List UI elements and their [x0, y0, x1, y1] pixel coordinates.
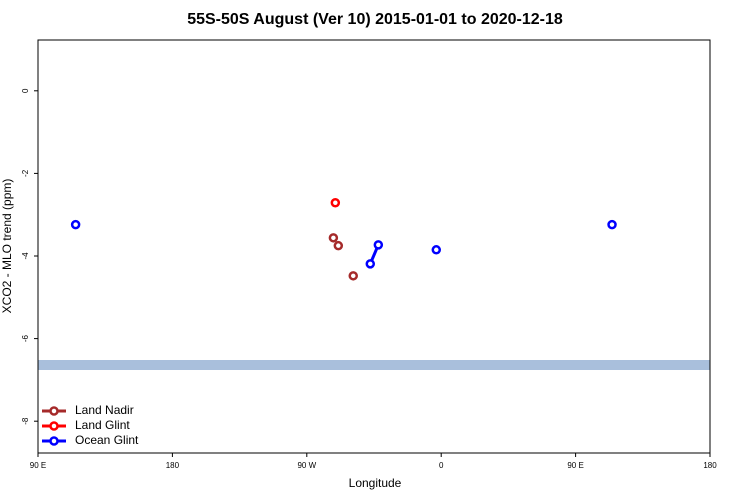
data-point	[431, 245, 442, 255]
legend-label: Ocean Glint	[75, 433, 139, 447]
x-tick-label: 90 W	[297, 461, 316, 470]
legend-marker	[49, 406, 59, 416]
x-tick-label: 180	[166, 461, 180, 470]
data-point	[70, 219, 81, 230]
x-axis-label: Longitude	[349, 476, 402, 490]
y-tick-label: -6	[21, 334, 30, 342]
legend-label: Land Nadir	[75, 403, 134, 417]
x-tick-label: 90 E	[30, 461, 46, 470]
x-tick-label: 0	[439, 461, 444, 470]
legend-marker	[49, 421, 59, 431]
data-point	[333, 240, 344, 251]
x-tick-label: 180	[703, 461, 717, 470]
y-tick-label: -2	[21, 169, 30, 177]
chart-title: 55S-50S August (Ver 10) 2015-01-01 to 20…	[187, 11, 563, 28]
band	[38, 360, 710, 370]
data-point	[328, 233, 339, 243]
data-point	[365, 259, 376, 269]
legend-label: Land Glint	[75, 418, 130, 432]
y-tick-label: -8	[21, 417, 30, 425]
y-axis-label: XCO2 - MLO trend (ppm)	[0, 179, 14, 314]
data-point	[330, 197, 341, 208]
x-tick-label: 90 E	[567, 461, 583, 470]
legend-marker	[49, 436, 59, 446]
y-tick-label: 0	[21, 88, 30, 93]
y-tick-label: -4	[21, 252, 30, 260]
data-point	[607, 219, 617, 230]
data-point	[373, 240, 384, 250]
data-point	[348, 271, 358, 281]
plot-frame	[37, 39, 711, 454]
